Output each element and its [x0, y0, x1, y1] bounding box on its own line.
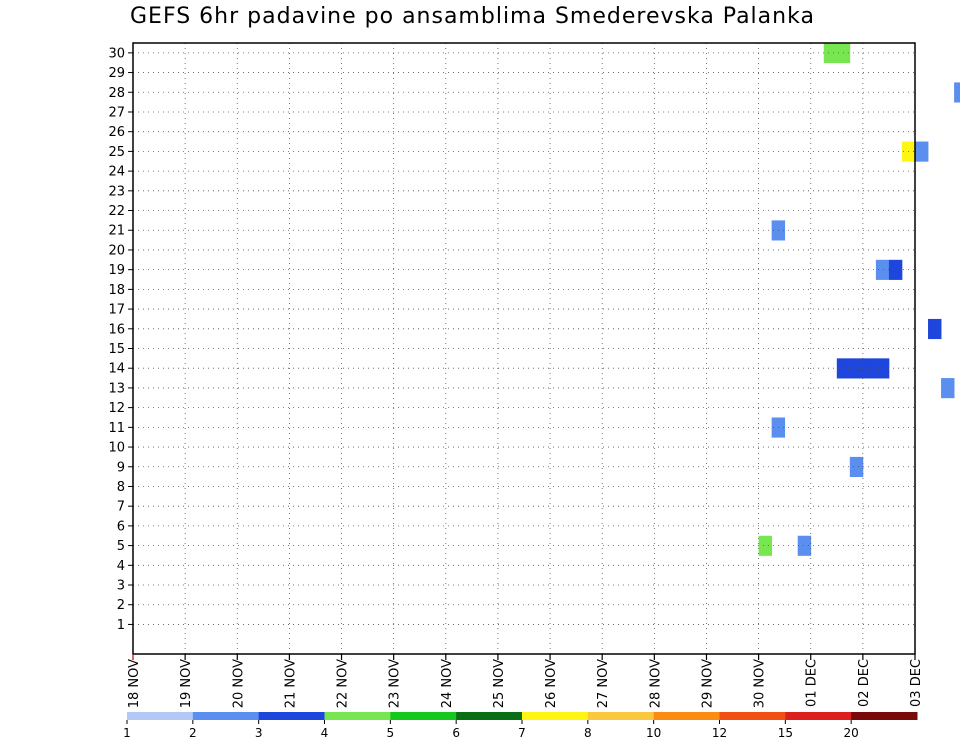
- y-tick-label: 6: [117, 519, 125, 534]
- legend-swatch: [127, 712, 194, 720]
- heatmap-cells: [758, 43, 960, 556]
- y-tick-label: 19: [108, 263, 125, 278]
- y-tick-label: 3: [117, 579, 125, 594]
- legend-swatch: [851, 712, 918, 720]
- legend-label: 1: [123, 726, 131, 740]
- x-tick-label: 24 NOV: [440, 659, 455, 708]
- y-tick-label: 7: [117, 500, 125, 515]
- y-tick-label: 23: [108, 184, 125, 199]
- y-tick-label: 21: [108, 224, 125, 239]
- chart-title: GEFS 6hr padavine po ansamblima Smederev…: [130, 4, 815, 29]
- y-tick-label: 22: [108, 204, 125, 219]
- y-tick-label: 28: [108, 86, 125, 101]
- legend-swatch: [719, 712, 786, 720]
- y-tick-label: 16: [108, 322, 125, 337]
- x-tick-label: 21 NOV: [283, 659, 298, 708]
- y-tick-label: 10: [108, 441, 125, 456]
- y-tick-label: 12: [108, 401, 125, 416]
- heatmap-cell: [928, 318, 942, 340]
- legend-swatch: [587, 712, 655, 720]
- legend-swatch: [390, 712, 457, 720]
- heatmap-cell: [862, 358, 877, 379]
- y-tick-label: 13: [108, 381, 125, 396]
- heatmap-cell: [875, 358, 890, 379]
- legend-label: 4: [321, 726, 329, 740]
- heatmap-cell: [849, 358, 864, 379]
- legend-swatch: [785, 712, 852, 720]
- legend-swatch: [653, 712, 720, 720]
- y-tick-label: 29: [108, 66, 125, 81]
- y-tick-label: 25: [108, 145, 125, 160]
- y-tick-label: 1: [117, 618, 125, 633]
- legend-label: 20: [844, 726, 859, 740]
- heatmap-cell: [758, 535, 773, 556]
- heatmap-cell: [849, 456, 864, 478]
- y-tick-label: 17: [108, 303, 125, 318]
- y-tick-label: 20: [108, 243, 125, 258]
- x-tick-label: 27 NOV: [596, 659, 611, 708]
- y-tick-label: 11: [108, 421, 125, 436]
- x-tick-label: 02 DEC: [857, 659, 872, 707]
- y-tick-label: 26: [108, 125, 125, 140]
- y-tick-label: 27: [108, 105, 125, 120]
- legend-label: 3: [255, 726, 263, 740]
- x-tick-label: 28 NOV: [648, 659, 663, 708]
- legend-swatch: [456, 712, 523, 720]
- legend-label: 15: [778, 726, 793, 740]
- x-tick-label: 01 DEC: [805, 659, 820, 707]
- y-tick-label: 2: [117, 598, 125, 613]
- legend-swatch: [258, 712, 325, 720]
- legend-label: 7: [518, 726, 526, 740]
- legend-swatch: [192, 712, 260, 720]
- x-tick-label: 26 NOV: [544, 659, 559, 708]
- legend-label: 12: [712, 726, 727, 740]
- x-tick-label: 19 NOV: [179, 659, 194, 708]
- legend-swatch: [522, 712, 589, 720]
- y-tick-label: 24: [108, 165, 125, 180]
- heatmap-cell: [823, 43, 838, 64]
- y-tick-label: 15: [108, 342, 125, 357]
- color-legend: 1 2 3 4 5 6 7 8 10 12 15 20: [123, 712, 918, 740]
- heatmap-cell: [954, 82, 960, 103]
- grid-lines: [133, 43, 915, 654]
- y-tick-label: 14: [108, 362, 125, 377]
- y-tick-label: 18: [108, 283, 125, 298]
- y-tick-label: 8: [117, 480, 125, 495]
- x-tick-label: 25 NOV: [492, 659, 507, 708]
- y-tick-label: 5: [117, 539, 125, 554]
- x-tick-label: 29 NOV: [700, 659, 715, 708]
- legend-label: 10: [646, 726, 661, 740]
- heatmap-cell: [797, 535, 812, 556]
- legend-label: 6: [452, 726, 460, 740]
- legend-label: 8: [584, 726, 592, 740]
- legend-label: 2: [189, 726, 197, 740]
- heatmap-cell: [888, 259, 903, 280]
- x-tick-label: 03 DEC: [909, 659, 924, 707]
- x-tick-label: 18 NOV: [127, 659, 142, 708]
- y-axis-ticks: 1234567891011121314151617181920212223242…: [108, 46, 133, 633]
- y-tick-label: 30: [108, 46, 125, 61]
- heatmap-cell: [941, 378, 955, 399]
- heatmap-cell: [915, 141, 929, 162]
- x-tick-label: 23 NOV: [388, 659, 403, 708]
- x-tick-label: 30 NOV: [753, 659, 768, 708]
- heatmap-cell: [875, 259, 890, 280]
- x-tick-label: 22 NOV: [336, 659, 351, 708]
- y-tick-label: 4: [117, 559, 125, 574]
- legend-label: 5: [387, 726, 395, 740]
- x-axis-ticks: 18 NOV 19 NOV 20 NOV 21 NOV 22 NOV 23 NOV 24 N…: [127, 654, 924, 708]
- x-tick-label: 20 NOV: [231, 659, 246, 708]
- legend-swatch: [324, 712, 391, 720]
- y-tick-label: 9: [117, 460, 125, 475]
